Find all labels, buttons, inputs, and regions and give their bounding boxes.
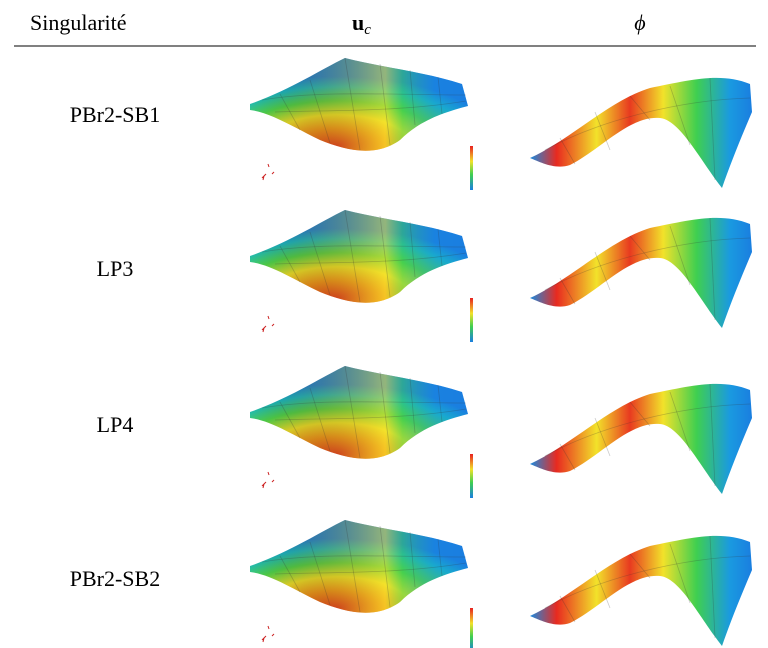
header-symbol: u <box>352 10 364 35</box>
row-label: PBr2-SB2 <box>70 566 160 591</box>
row-labels: PBr2-SB1 LP3 LP4 PBr2-SB2 <box>70 102 160 591</box>
header-cell: uc <box>352 10 371 38</box>
row-label: PBr2-SB1 <box>70 102 160 127</box>
header-cell: ϕ <box>634 10 645 35</box>
header-cell: Singularité <box>30 10 127 35</box>
header-subscript: c <box>364 22 371 38</box>
images <box>249 57 753 648</box>
row-label: LP4 <box>97 412 134 437</box>
row-label: LP3 <box>97 256 134 281</box>
